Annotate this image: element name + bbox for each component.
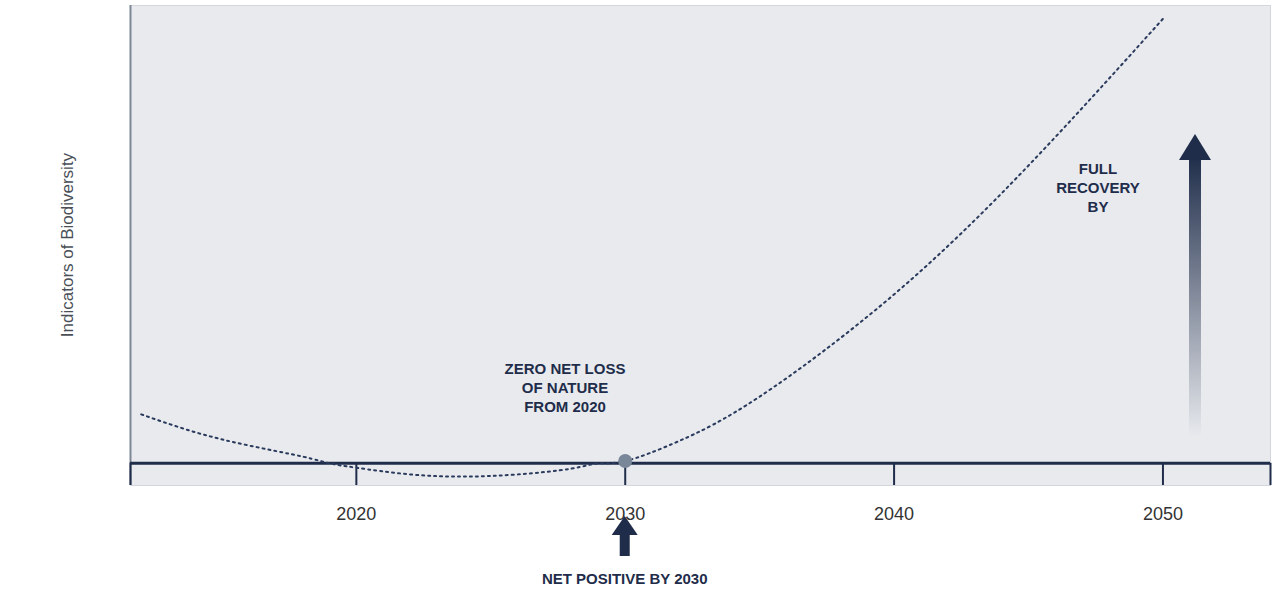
svg-text:2020: 2020 xyxy=(336,504,376,524)
html-text:Indicators of Biodiversity: Indicators of Biodiversity xyxy=(58,152,77,338)
svg-text:2050: 2050 xyxy=(1143,504,1183,524)
html-text:FULL RECOVERY BY: FULL RECOVERY BY xyxy=(1056,160,1140,215)
svg-text:2040: 2040 xyxy=(874,504,914,524)
html-text:NET POSITIVE BY 2030: NET POSITIVE BY 2030 xyxy=(541,570,708,587)
svg-text:2030: 2030 xyxy=(605,504,645,524)
html-text:ZERO NET LOSS OF NATURE FROM 2: ZERO NET LOSS OF NATURE FROM 2020 xyxy=(504,360,626,415)
